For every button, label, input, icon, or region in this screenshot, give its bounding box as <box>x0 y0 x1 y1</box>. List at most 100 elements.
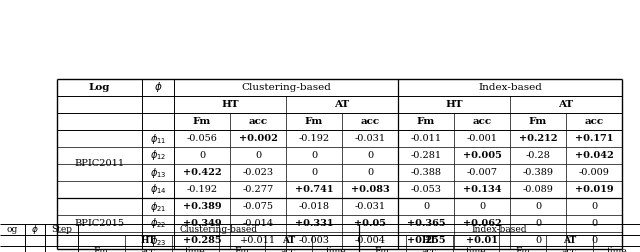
Text: +0.042: +0.042 <box>575 151 613 160</box>
Text: -0.003: -0.003 <box>298 236 330 245</box>
Text: $\phi_{13}$: $\phi_{13}$ <box>150 166 166 179</box>
Text: +0.011: +0.011 <box>240 236 276 245</box>
Text: -0.277: -0.277 <box>243 185 274 194</box>
Text: -0.389: -0.389 <box>522 168 554 177</box>
Text: Fm: Fm <box>417 117 435 126</box>
Text: 0: 0 <box>535 236 541 245</box>
Text: +0.01: +0.01 <box>466 236 498 245</box>
Text: BPIC2011: BPIC2011 <box>74 160 125 169</box>
Text: Fm: Fm <box>515 247 531 252</box>
Text: +0.741: +0.741 <box>295 185 333 194</box>
Text: +0.002: +0.002 <box>239 134 277 143</box>
Text: -0.056: -0.056 <box>187 134 218 143</box>
Text: Fm: Fm <box>305 117 323 126</box>
Text: +0.005: +0.005 <box>463 151 501 160</box>
Text: Clustering-based: Clustering-based <box>179 225 257 234</box>
Text: +0.349: +0.349 <box>182 219 221 228</box>
Text: 0: 0 <box>591 236 597 245</box>
Text: -0.388: -0.388 <box>410 168 442 177</box>
Text: time: time <box>606 247 627 252</box>
Text: -0.28: -0.28 <box>525 151 550 160</box>
Text: -0.023: -0.023 <box>243 168 273 177</box>
Text: acc: acc <box>562 247 577 252</box>
Text: acc: acc <box>140 247 156 252</box>
Text: HT: HT <box>141 236 156 245</box>
Text: +0.365: +0.365 <box>406 219 445 228</box>
Text: acc: acc <box>584 117 604 126</box>
Text: 0: 0 <box>479 202 485 211</box>
Text: -0.014: -0.014 <box>243 219 273 228</box>
Text: 0: 0 <box>367 168 373 177</box>
Text: -0.089: -0.089 <box>523 185 554 194</box>
Text: $\phi_{14}$: $\phi_{14}$ <box>150 182 166 197</box>
Text: Log: Log <box>89 83 110 92</box>
Text: +0.389: +0.389 <box>182 202 221 211</box>
Text: -0.053: -0.053 <box>410 185 442 194</box>
Text: +0.05: +0.05 <box>354 219 386 228</box>
Text: Fm: Fm <box>94 247 109 252</box>
Text: acc: acc <box>472 117 492 126</box>
Text: Clustering-based: Clustering-based <box>241 83 331 92</box>
Text: HT: HT <box>445 100 463 109</box>
Text: 0: 0 <box>311 168 317 177</box>
Text: acc: acc <box>421 247 437 252</box>
Text: -0.004: -0.004 <box>355 236 385 245</box>
Text: AT: AT <box>563 236 577 245</box>
Text: BPIC2015: BPIC2015 <box>74 219 125 228</box>
Text: Fm: Fm <box>193 117 211 126</box>
Text: -0.007: -0.007 <box>467 168 497 177</box>
Text: +0.171: +0.171 <box>575 134 613 143</box>
Text: Fm: Fm <box>375 247 390 252</box>
Text: 0: 0 <box>591 202 597 211</box>
Text: -0.281: -0.281 <box>410 151 442 160</box>
Text: acc: acc <box>360 117 380 126</box>
Text: time: time <box>185 247 205 252</box>
Text: HT: HT <box>422 236 437 245</box>
Text: $\phi_{12}$: $\phi_{12}$ <box>150 148 166 163</box>
Text: 0: 0 <box>535 202 541 211</box>
Text: -0.192: -0.192 <box>298 134 330 143</box>
Text: +0.212: +0.212 <box>519 134 557 143</box>
Text: -0.075: -0.075 <box>243 202 273 211</box>
Text: 0: 0 <box>367 151 373 160</box>
Text: +0.083: +0.083 <box>351 185 389 194</box>
Text: 0: 0 <box>423 202 429 211</box>
Text: +0.019: +0.019 <box>575 185 613 194</box>
Text: Fm: Fm <box>529 117 547 126</box>
Text: -0.001: -0.001 <box>467 134 497 143</box>
Text: $\phi_{11}$: $\phi_{11}$ <box>150 132 166 145</box>
Text: AT: AT <box>282 236 296 245</box>
Text: $\phi_{21}$: $\phi_{21}$ <box>150 200 166 213</box>
Text: +0.422: +0.422 <box>182 168 221 177</box>
Text: acc: acc <box>248 117 268 126</box>
Text: 0: 0 <box>311 151 317 160</box>
Text: AT: AT <box>559 100 573 109</box>
Text: -0.009: -0.009 <box>579 168 609 177</box>
Text: -0.031: -0.031 <box>355 134 385 143</box>
Text: 0: 0 <box>255 151 261 160</box>
Text: -0.192: -0.192 <box>186 185 218 194</box>
Text: AT: AT <box>335 100 349 109</box>
Text: HT: HT <box>221 100 239 109</box>
Text: $\phi$: $\phi$ <box>154 80 163 94</box>
Text: 0: 0 <box>535 219 541 228</box>
Text: +0.134: +0.134 <box>463 185 501 194</box>
Text: acc: acc <box>281 247 296 252</box>
Text: -0.018: -0.018 <box>298 202 330 211</box>
Text: 0: 0 <box>591 219 597 228</box>
Text: og: og <box>7 225 18 234</box>
Text: +0.255: +0.255 <box>406 236 445 245</box>
Text: time: time <box>466 247 486 252</box>
Text: -0.031: -0.031 <box>355 202 385 211</box>
Text: $\phi_{23}$: $\phi_{23}$ <box>150 234 166 247</box>
Text: Step: Step <box>51 225 72 234</box>
Text: 0: 0 <box>199 151 205 160</box>
Text: Index-based: Index-based <box>472 225 527 234</box>
Text: +0.062: +0.062 <box>463 219 501 228</box>
Text: time: time <box>325 247 346 252</box>
Text: +0.331: +0.331 <box>295 219 333 228</box>
Text: Index-based: Index-based <box>478 83 542 92</box>
Text: -0.011: -0.011 <box>410 134 442 143</box>
Text: Fm: Fm <box>234 247 250 252</box>
Text: $\phi_{22}$: $\phi_{22}$ <box>150 216 166 231</box>
